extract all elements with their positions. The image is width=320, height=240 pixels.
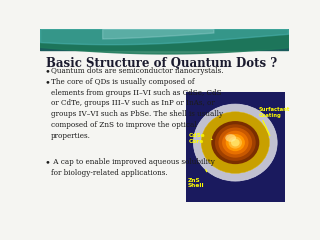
- Ellipse shape: [228, 137, 242, 149]
- FancyBboxPatch shape: [186, 92, 285, 202]
- Ellipse shape: [219, 127, 252, 158]
- Text: Core: Core: [189, 139, 204, 144]
- Ellipse shape: [215, 124, 256, 161]
- Text: •: •: [45, 67, 51, 76]
- Text: CdSe: CdSe: [189, 133, 205, 138]
- Text: A cap to enable improved aqueous solubility
for biology-related applications.: A cap to enable improved aqueous solubil…: [51, 158, 215, 177]
- Text: •: •: [45, 78, 51, 87]
- Ellipse shape: [231, 139, 240, 146]
- Text: Quantum dots are semiconductor nanocrystals.: Quantum dots are semiconductor nanocryst…: [51, 67, 223, 75]
- Ellipse shape: [226, 134, 245, 151]
- Ellipse shape: [211, 121, 259, 164]
- Ellipse shape: [222, 131, 249, 155]
- Text: Basic Structure of Quantum Dots ?: Basic Structure of Quantum Dots ?: [46, 57, 277, 70]
- Text: The core of QDs is usually composed of
elements from groups II–VI such as CdSe, : The core of QDs is usually composed of e…: [51, 78, 223, 140]
- Text: ZnS: ZnS: [188, 178, 201, 183]
- Ellipse shape: [194, 104, 277, 181]
- Text: Surfactant: Surfactant: [259, 107, 290, 112]
- Ellipse shape: [201, 112, 269, 173]
- Text: Coating: Coating: [259, 113, 281, 118]
- Text: Shell: Shell: [188, 183, 205, 188]
- Ellipse shape: [225, 134, 236, 142]
- Text: •: •: [45, 158, 51, 167]
